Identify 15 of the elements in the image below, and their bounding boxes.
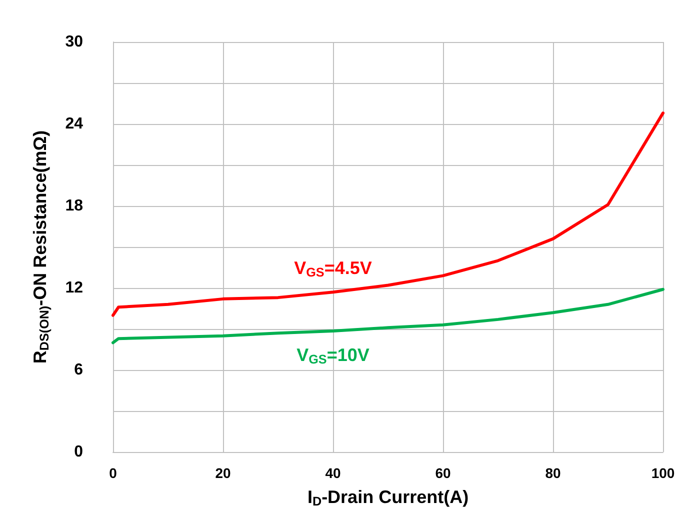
y-tick-label: 30 <box>65 34 84 50</box>
x-tick-label: 40 <box>325 465 341 481</box>
y-tick-label: 12 <box>65 280 84 296</box>
x-tick-label: 0 <box>109 465 118 481</box>
x-tick-label: 100 <box>651 465 675 481</box>
line-series <box>112 112 664 317</box>
line-series <box>112 288 664 344</box>
y-tick-label: 0 <box>74 444 84 460</box>
y-axis-title: RDS(ON)-ON Resistance(mΩ) <box>30 130 52 364</box>
x-tick-label: 20 <box>215 465 231 481</box>
x-tick-label: 60 <box>435 465 451 481</box>
y-tick-label: 6 <box>74 362 84 378</box>
y-tick-label: 18 <box>65 198 84 214</box>
y-tick-label: 24 <box>65 116 84 132</box>
x-tick-label: 80 <box>545 465 561 481</box>
